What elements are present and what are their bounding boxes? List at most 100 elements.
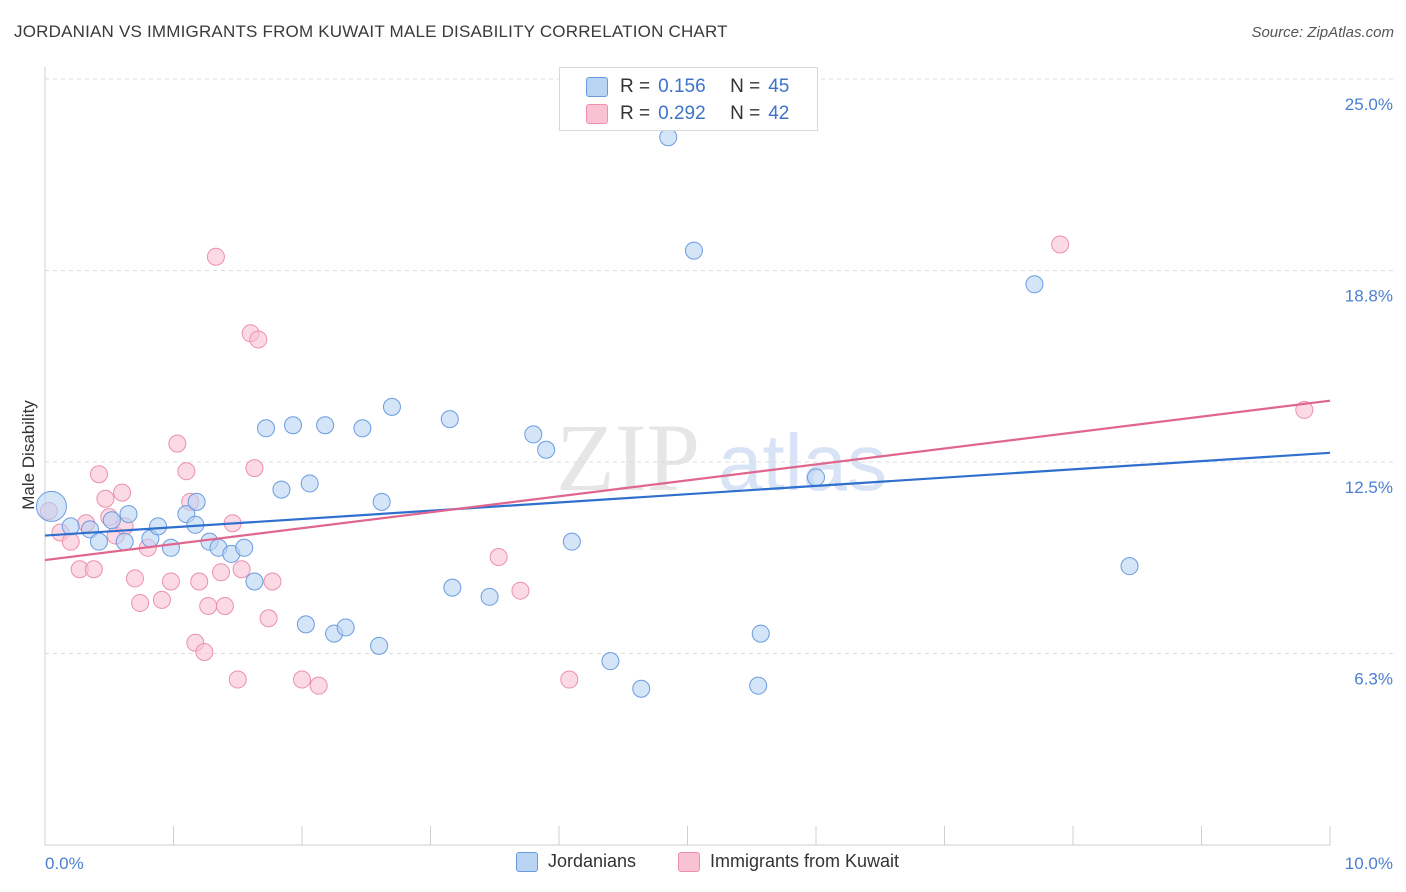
jordanian-point [353,419,372,438]
immigrant-point [96,489,115,508]
immigrants-points [39,235,1314,695]
jordanian-point [316,416,335,435]
jordanian-point [807,468,825,487]
immigrant-point [206,247,225,266]
blue-swatch [586,77,608,97]
jordanian-point [372,492,391,511]
immigrant-point [177,462,196,481]
immigrant-point [249,330,268,349]
jordanian-point [443,578,462,597]
jordanian-point [115,532,134,551]
watermark-atlas: atlas [718,418,887,507]
jordanian-point [89,532,108,551]
immigrant-point [125,569,144,588]
immigrant-point [131,593,150,612]
jordanian-point [336,618,355,637]
legend-item-jordanians[interactable]: Jordanians [516,851,636,872]
jordanian-point [161,538,180,557]
jordanian-point [659,128,678,147]
jordanian-point [245,572,264,591]
jordanian-point [284,416,303,435]
jordanian-point [102,511,121,530]
n-value: 45 [768,76,790,97]
jordanian-point [149,517,168,536]
jordanian-point [537,440,556,459]
y-tick-label: 6.3% [1354,670,1393,689]
immigrant-point [293,670,311,689]
immigrant-point [84,560,103,579]
trend-lines [44,399,1331,562]
immigrant-point [161,572,180,591]
r-label: R = [620,76,651,97]
jordanian-point [272,480,291,499]
r-value: 0.156 [658,76,706,97]
immigrant-point [560,670,579,689]
jordanian-point [119,505,138,524]
immigrants-trend-line [44,399,1331,562]
immigrant-point [489,547,508,566]
y-tick-label: 25.0% [1345,95,1393,114]
jordanian-point [187,492,206,511]
tick-labels: 6.3% 12.5% 18.8% 25.0% 0.0% 10.0% [45,95,1393,873]
legend-row-immigrants: R = 0.292 N = 42 [586,101,789,127]
immigrant-point [199,597,218,616]
immigrant-point [61,532,80,551]
legend-label-immigrants: Immigrants from Kuwait [710,851,900,871]
jordanian-point [300,474,319,493]
jordanian-point [480,587,499,606]
immigrant-point [215,597,234,616]
jordanian-point [296,615,315,634]
jordanian-point [1120,557,1139,576]
stats-legend: R = 0.156 N = 45 R = 0.292 N = 42 [559,67,818,131]
immigrant-point [259,609,278,628]
immigrant-point [113,483,132,502]
n-label: N = [730,103,761,124]
immigrant-point [245,459,264,478]
n-value: 42 [768,103,790,124]
watermark: ZIP atlas [556,404,887,511]
immigrant-point [152,590,171,609]
pink-swatch [678,851,700,872]
jordanians-trend-line [44,451,1331,537]
immigrant-point [232,560,251,579]
chart-title: JORDANIAN VS IMMIGRANTS FROM KUWAIT MALE… [14,22,728,41]
jordanian-point [440,410,459,429]
jordanian-point [35,490,67,522]
axes [44,67,1331,846]
jordanians-points [35,128,1139,698]
immigrant-point [1295,400,1314,419]
jordanian-point [61,517,80,536]
r-value: 0.292 [658,103,706,124]
immigrant-point [195,642,214,661]
legend-label-jordanians: Jordanians [548,851,637,871]
blue-swatch [516,851,538,872]
y-axis-label: Male Disability [19,400,38,510]
jordanian-point [524,425,543,444]
legend-row-jordanians: R = 0.156 N = 45 [586,74,789,100]
jordanian-point [1025,275,1044,294]
immigrant-point [263,572,282,591]
jordanian-point [749,676,768,695]
immigrant-point [212,563,231,582]
jordanian-point [562,532,581,551]
legend-item-immigrants[interactable]: Immigrants from Kuwait [678,851,899,872]
immigrant-point [511,581,530,600]
n-label: N = [730,76,761,97]
jordanian-point [632,679,651,698]
immigrant-point [89,465,108,484]
jordanian-point [751,624,770,643]
y-tick-label: 12.5% [1345,478,1393,497]
jordanian-point [382,397,401,416]
jordanian-point [257,419,276,438]
jordanian-point [601,652,620,671]
immigrant-point [309,676,328,695]
immigrant-point [190,572,209,591]
immigrant-point [168,434,187,453]
immigrant-point [1051,235,1070,254]
r-label: R = [620,103,651,124]
x-tick-label: 10.0% [1345,854,1393,873]
jordanian-point [235,538,254,557]
y-tick-label: 18.8% [1345,287,1393,306]
jordanian-point [370,636,389,655]
